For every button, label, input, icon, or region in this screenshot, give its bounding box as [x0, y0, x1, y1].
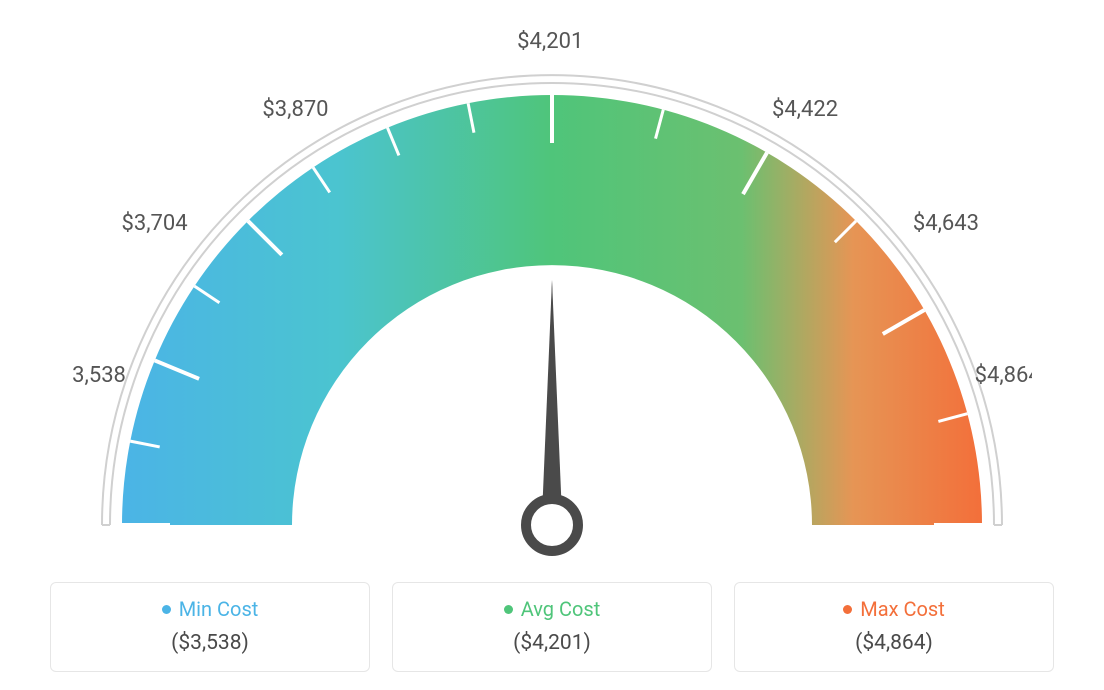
legend-title-min: Min Cost — [162, 597, 259, 621]
gauge-svg: $3,538 $3,704 $3,870 $4,201 $4,422 $4,643 $4,8… — [72, 30, 1032, 570]
svg-text:$4,864: $4,864 — [975, 363, 1032, 388]
legend-card-min: Min Cost ($3,538) — [50, 582, 370, 672]
legend-label-min: Min Cost — [179, 597, 259, 621]
legend-label-max: Max Cost — [860, 597, 945, 621]
legend-value-min: ($3,538) — [61, 631, 359, 655]
svg-text:$3,870: $3,870 — [262, 97, 328, 122]
legend-value-max: ($4,864) — [745, 631, 1043, 655]
legend-card-max: Max Cost ($4,864) — [734, 582, 1054, 672]
legend-row: Min Cost ($3,538) Avg Cost ($4,201) Max … — [0, 582, 1104, 672]
svg-text:$4,201: $4,201 — [517, 30, 583, 54]
gauge-chart: $3,538 $3,704 $3,870 $4,201 $4,422 $4,643 $4,8… — [72, 30, 1032, 570]
svg-text:$4,422: $4,422 — [772, 97, 838, 122]
legend-label-avg: Avg Cost — [521, 597, 601, 621]
svg-text:$4,643: $4,643 — [913, 211, 979, 236]
legend-dot-min — [162, 605, 171, 614]
legend-title-avg: Avg Cost — [504, 597, 601, 621]
svg-text:$3,538: $3,538 — [72, 363, 126, 388]
legend-title-max: Max Cost — [843, 597, 945, 621]
legend-dot-max — [843, 605, 852, 614]
svg-text:$3,704: $3,704 — [121, 211, 187, 236]
legend-dot-avg — [504, 605, 513, 614]
legend-value-avg: ($4,201) — [403, 631, 701, 655]
legend-card-avg: Avg Cost ($4,201) — [392, 582, 712, 672]
